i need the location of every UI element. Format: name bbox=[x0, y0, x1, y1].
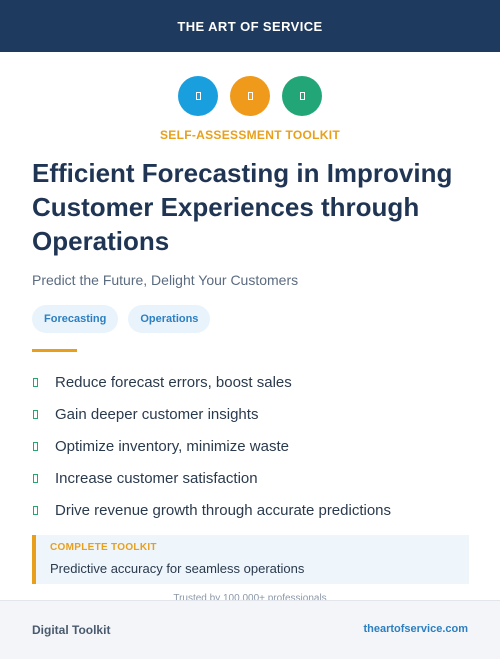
icon-row bbox=[0, 76, 500, 116]
list-item: Drive revenue growth through accurate pr… bbox=[32, 494, 391, 526]
check-icon bbox=[33, 505, 38, 515]
list-item: Reduce forecast errors, boost sales bbox=[32, 366, 391, 398]
eyebrow-label: SELF-ASSESSMENT TOOLKIT bbox=[159, 128, 341, 142]
list-item: Optimize inventory, minimize waste bbox=[32, 430, 391, 462]
callout-title: COMPLETE TOOLKIT bbox=[50, 542, 157, 553]
benefit-text: Optimize inventory, minimize waste bbox=[55, 437, 289, 455]
check-icon bbox=[33, 441, 38, 451]
check-icon bbox=[33, 409, 38, 419]
benefit-text: Drive revenue growth through accurate pr… bbox=[55, 501, 392, 519]
tag-forecasting[interactable]: Forecasting bbox=[32, 305, 119, 333]
blue-circle-icon bbox=[178, 76, 218, 116]
callout-text: Predictive accuracy for seamless operati… bbox=[50, 561, 305, 576]
benefit-list: Reduce forecast errors, boost sales Gain… bbox=[32, 366, 391, 526]
accent-divider bbox=[32, 349, 77, 352]
list-item: Increase customer satisfaction bbox=[32, 462, 391, 494]
benefit-text: Reduce forecast errors, boost sales bbox=[55, 373, 292, 391]
green-circle-icon bbox=[282, 76, 322, 116]
glyph-icon bbox=[299, 92, 305, 100]
tag-operations[interactable]: Operations bbox=[128, 305, 211, 333]
footer-bar: Digital Toolkit theartofservice.com bbox=[0, 600, 500, 659]
check-icon bbox=[33, 377, 38, 387]
toolkit-callout: COMPLETE TOOLKIT Predictive accuracy for… bbox=[32, 535, 469, 584]
brand-name: THE ART OF SERVICE bbox=[177, 18, 323, 34]
subtitle: Predict the Future, Delight Your Custome… bbox=[32, 272, 299, 288]
orange-circle-icon bbox=[230, 76, 270, 116]
header-bar: THE ART OF SERVICE bbox=[0, 0, 500, 52]
tag-list: Forecasting Operations bbox=[32, 305, 211, 333]
website-link[interactable]: theartofservice.com bbox=[363, 623, 468, 635]
list-item: Gain deeper customer insights bbox=[32, 398, 391, 430]
trusted-note: Trusted by 100,000+ professionals bbox=[173, 593, 327, 602]
glyph-icon bbox=[247, 92, 253, 100]
benefit-text: Gain deeper customer insights bbox=[55, 405, 259, 423]
glyph-icon bbox=[195, 92, 201, 100]
footer-label: Digital Toolkit bbox=[32, 623, 111, 637]
benefit-text: Increase customer satisfaction bbox=[55, 469, 258, 487]
check-icon bbox=[33, 473, 38, 483]
page-title: Efficient Forecasting in Improving Custo… bbox=[32, 158, 453, 256]
